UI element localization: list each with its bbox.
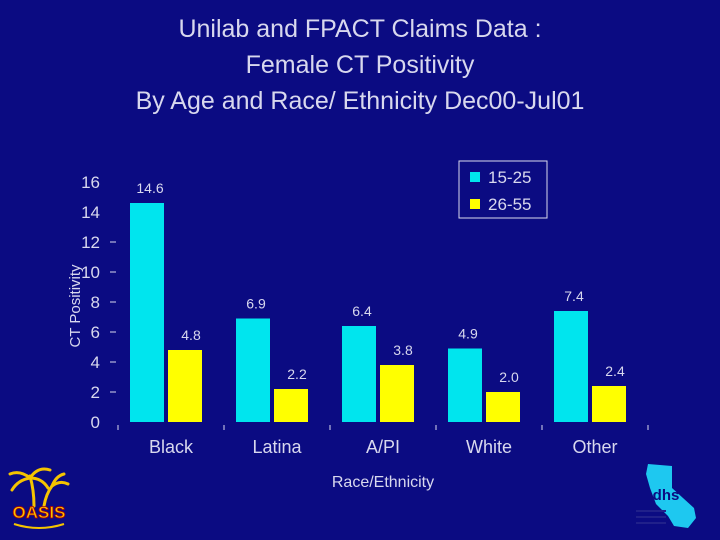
legend-label: 15-25 (488, 168, 531, 187)
legend-swatch-15-25 (470, 172, 480, 182)
data-label: 4.9 (458, 326, 478, 342)
data-label: 6.4 (352, 303, 372, 319)
data-label: 3.8 (393, 342, 413, 358)
x-tick-label: Other (572, 437, 617, 457)
x-axis-label: Race/Ethnicity (332, 474, 434, 491)
y-tick-label: 4 (91, 353, 100, 372)
chart-title-line-1: Unilab and FPACT Claims Data : (178, 15, 542, 43)
data-label: 2.4 (605, 363, 625, 379)
oasis-logo: OASIS (8, 467, 70, 529)
data-label: 6.9 (246, 296, 266, 312)
oasis-logo-text: OASIS (13, 503, 66, 522)
bar-15-25-Black (130, 203, 164, 422)
legend-box (458, 160, 548, 219)
y-tick-label: 0 (91, 413, 100, 432)
y-tick-label: 10 (81, 263, 100, 282)
bar-15-25-A/PI (342, 326, 376, 422)
x-tick-label: White (466, 437, 512, 457)
y-tick-label: 6 (91, 323, 100, 342)
legend-swatch-26-55 (470, 199, 480, 209)
chart-title-line-3: By Age and Race/ Ethnicity Dec00-Jul01 (135, 87, 585, 115)
x-tick-label: Black (149, 437, 194, 457)
bar-15-25-White (448, 348, 482, 422)
y-tick-label: 12 (81, 233, 100, 252)
dhs-logo-text: dhs (653, 487, 680, 504)
data-label: 4.8 (181, 327, 201, 343)
y-tick-label: 2 (91, 383, 100, 402)
bar-26-55-Other (592, 386, 626, 422)
bar-15-25-Latina (236, 318, 270, 422)
bar-26-55-Black (168, 350, 202, 422)
data-label: 14.6 (136, 180, 163, 196)
data-label: 2.0 (499, 369, 519, 385)
bar-15-25-Other (554, 311, 588, 422)
y-tick-label: 16 (81, 173, 100, 192)
y-axis-label: CT Positivity (67, 264, 84, 348)
y-tick-label: 14 (81, 203, 100, 222)
dhs-logo: dhs (636, 464, 696, 528)
x-tick-label: A/PI (366, 437, 400, 457)
data-label: 2.2 (287, 366, 307, 382)
bar-26-55-A/PI (380, 365, 414, 422)
legend-label: 26-55 (488, 195, 531, 214)
y-tick-label: 8 (91, 293, 100, 312)
bar-26-55-Latina (274, 389, 308, 422)
x-tick-label: Latina (252, 437, 302, 457)
data-label: 7.4 (564, 288, 584, 304)
chart-title-line-2: Female CT Positivity (245, 51, 475, 79)
bar-26-55-White (486, 392, 520, 422)
